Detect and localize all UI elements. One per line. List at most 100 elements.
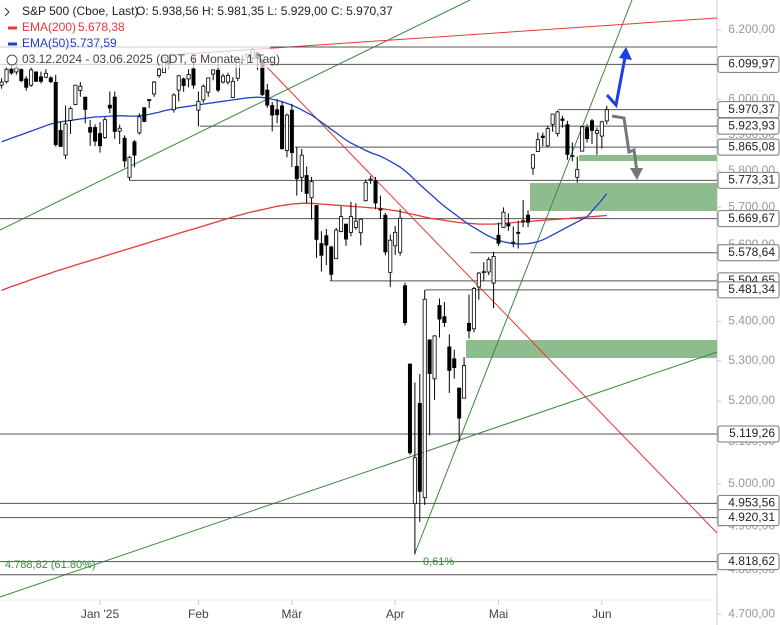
candle-body bbox=[29, 69, 34, 86]
candle-body bbox=[34, 71, 39, 82]
candle-body bbox=[171, 94, 176, 111]
candle-body bbox=[412, 457, 417, 505]
candle-body bbox=[560, 118, 565, 121]
zone bbox=[530, 183, 717, 211]
candle-body bbox=[324, 235, 329, 246]
candle-body bbox=[63, 123, 68, 156]
candle-body bbox=[53, 82, 58, 146]
price-tag-label: 5.481,34 bbox=[728, 282, 775, 296]
candle-body bbox=[196, 100, 201, 111]
price-tag-label: 4.953,56 bbox=[728, 496, 775, 510]
price-tag-label: 4.920,31 bbox=[728, 510, 775, 524]
candle-body bbox=[142, 107, 147, 122]
chart-title: S&P 500 (Cboe, Last) bbox=[22, 4, 139, 18]
candle-body bbox=[353, 220, 358, 228]
legend-label: EMA(50) bbox=[22, 36, 69, 50]
candle-body bbox=[388, 239, 393, 273]
candle-body bbox=[309, 181, 314, 199]
price-tag-label: 5.923,93 bbox=[728, 118, 775, 132]
candle-body bbox=[83, 96, 88, 110]
price-tag-label: 6.099,97 bbox=[728, 57, 775, 71]
candle-body bbox=[225, 75, 230, 83]
annotation: 4.788,82 (61.80%) bbox=[5, 559, 96, 571]
candle-body bbox=[442, 316, 447, 323]
price-tag-label: 5.865,08 bbox=[728, 139, 775, 153]
candle-body bbox=[58, 129, 63, 147]
candle-body bbox=[427, 339, 432, 374]
candle-body bbox=[555, 111, 560, 134]
candle-body bbox=[373, 180, 378, 204]
candle-body bbox=[422, 298, 427, 499]
price-tag bbox=[717, 138, 780, 156]
price-tag-label: 5.773,31 bbox=[728, 173, 775, 187]
candle-body bbox=[98, 133, 103, 147]
y-tick-label: 4.700,00 bbox=[728, 606, 775, 620]
candle-body bbox=[102, 119, 107, 138]
candle-body bbox=[471, 288, 476, 330]
candle-body bbox=[570, 155, 575, 157]
candle-body bbox=[270, 105, 275, 116]
candle-body bbox=[230, 80, 235, 98]
price-tag-label: 4.818,62 bbox=[728, 554, 775, 568]
candle-body bbox=[590, 120, 595, 131]
ema-line bbox=[1, 202, 607, 292]
candle-body bbox=[78, 85, 83, 91]
price-tag-label: 5.578,64 bbox=[728, 245, 775, 259]
candle-body bbox=[132, 141, 137, 156]
candle-body bbox=[147, 99, 152, 101]
candle-body bbox=[339, 216, 344, 232]
price-tag-label: 5.119,26 bbox=[729, 426, 775, 440]
candle-body bbox=[447, 346, 452, 371]
candle-body bbox=[521, 220, 526, 223]
candle-body bbox=[432, 335, 437, 380]
x-tick-label: Apr bbox=[386, 607, 405, 621]
candle-body bbox=[186, 74, 191, 80]
candle-body bbox=[481, 271, 486, 274]
price-tag bbox=[717, 171, 780, 189]
candle-body bbox=[43, 72, 48, 78]
candle-body bbox=[265, 89, 270, 106]
zone bbox=[579, 155, 717, 161]
price-tag bbox=[717, 509, 780, 527]
candle-body bbox=[565, 124, 570, 155]
legend-bg bbox=[0, 2, 270, 68]
candle-body bbox=[604, 109, 609, 122]
candle-body bbox=[457, 387, 462, 419]
candle-body bbox=[4, 68, 9, 83]
x-tick-label: Jun bbox=[592, 607, 611, 621]
candle-body bbox=[511, 241, 516, 244]
candle-body bbox=[181, 78, 186, 86]
price-tag bbox=[717, 553, 780, 571]
clock-icon bbox=[6, 54, 18, 66]
price-tag-label: 5.970,37 bbox=[728, 102, 775, 116]
axis-layer: 4.700,004.800,004.900,005.000,005.100,00… bbox=[81, 22, 780, 621]
candle-body bbox=[452, 358, 457, 369]
candle-body bbox=[88, 127, 93, 133]
price-tag bbox=[717, 55, 780, 73]
candle-body bbox=[289, 109, 294, 154]
data-layer bbox=[0, 48, 717, 563]
candle-body bbox=[378, 208, 383, 211]
candle-body bbox=[314, 205, 319, 240]
candle-body bbox=[343, 223, 348, 240]
candle-body bbox=[526, 214, 531, 223]
x-tick-label: Mär bbox=[282, 607, 303, 621]
candle-body bbox=[206, 77, 211, 93]
candle-body bbox=[201, 85, 206, 101]
trend-line bbox=[261, 61, 718, 534]
candle-body bbox=[157, 68, 162, 76]
candle-body bbox=[191, 68, 196, 86]
trend-line bbox=[0, 351, 718, 598]
candle-body bbox=[112, 96, 117, 132]
candle-body bbox=[275, 109, 280, 116]
candle-body bbox=[368, 178, 373, 181]
candle-body bbox=[220, 75, 225, 83]
candle-body bbox=[152, 81, 157, 95]
y-tick-label: 5.000,00 bbox=[728, 476, 775, 490]
candle-body bbox=[294, 165, 299, 180]
y-tick-label: 5.300,00 bbox=[728, 353, 775, 367]
price-tag bbox=[717, 117, 780, 135]
candle-body bbox=[516, 231, 521, 234]
ohlc: O: 5.938,56 H: 5.981,35 L: 5.929,00 C: 5… bbox=[136, 4, 393, 18]
